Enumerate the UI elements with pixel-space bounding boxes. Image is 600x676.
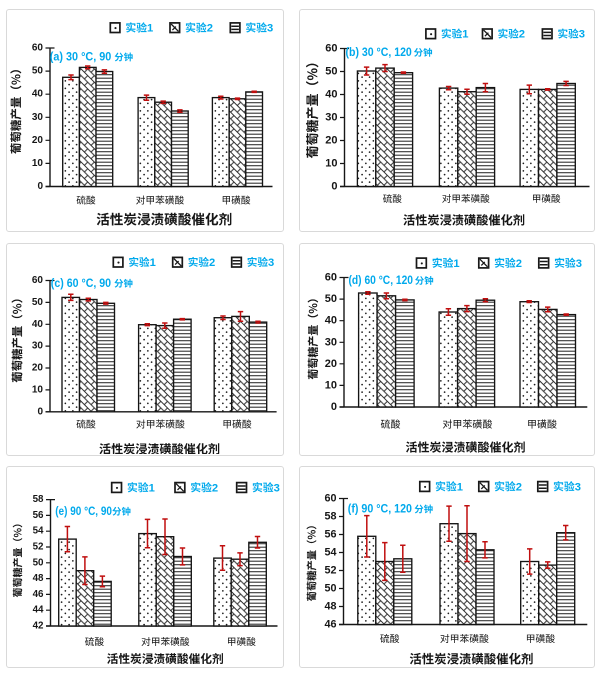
svg-text:30: 30 <box>32 111 44 122</box>
svg-text:1: 1 <box>453 257 459 269</box>
svg-text:3: 3 <box>574 481 580 493</box>
svg-text:1: 1 <box>147 22 153 34</box>
svg-text:2: 2 <box>212 482 218 494</box>
svg-text:50: 50 <box>32 65 44 76</box>
svg-text:3: 3 <box>274 482 280 494</box>
svg-text:10: 10 <box>325 157 337 169</box>
svg-text:10: 10 <box>32 384 44 395</box>
svg-text:20: 20 <box>32 134 44 145</box>
svg-text:60: 60 <box>32 42 44 53</box>
svg-text:48: 48 <box>33 573 44 584</box>
svg-text:(f) 90 °C, 120: (f) 90 °C, 120 <box>347 501 412 515</box>
svg-text:30: 30 <box>324 336 336 348</box>
svg-text:2: 2 <box>209 257 215 269</box>
svg-text:58: 58 <box>33 494 44 505</box>
svg-text:20: 20 <box>324 357 336 369</box>
svg-text:(d) 60 °C, 120: (d) 60 °C, 120 <box>348 273 413 287</box>
svg-text:2: 2 <box>515 481 521 493</box>
svg-text:54: 54 <box>324 546 336 558</box>
svg-text:40: 40 <box>325 88 337 100</box>
svg-text:50: 50 <box>33 557 44 568</box>
svg-text:44: 44 <box>33 604 44 615</box>
svg-text:52: 52 <box>33 541 44 552</box>
svg-text:54: 54 <box>33 525 44 536</box>
svg-text:20: 20 <box>325 134 337 146</box>
svg-text:3: 3 <box>267 22 273 34</box>
svg-text:(e) 90 °C, 90: (e) 90 °C, 90 <box>55 504 112 517</box>
svg-text:50: 50 <box>32 296 44 307</box>
svg-text:10: 10 <box>32 157 44 168</box>
svg-text:0: 0 <box>37 406 43 417</box>
svg-text:50: 50 <box>324 582 336 594</box>
svg-text:50: 50 <box>324 293 336 305</box>
svg-text:40: 40 <box>32 88 44 99</box>
svg-text:2: 2 <box>207 22 213 34</box>
svg-text:46: 46 <box>324 618 336 630</box>
svg-text:1: 1 <box>456 481 462 493</box>
svg-text:60: 60 <box>324 492 336 504</box>
svg-text:30: 30 <box>32 340 44 351</box>
svg-text:3: 3 <box>268 257 274 269</box>
svg-text:0: 0 <box>331 180 337 192</box>
svg-text:2: 2 <box>515 257 521 269</box>
svg-text:0: 0 <box>37 181 43 192</box>
svg-text:58: 58 <box>324 510 336 522</box>
svg-text:(b) 30 °C, 120: (b) 30 °C, 120 <box>345 44 412 58</box>
svg-text:46: 46 <box>33 588 44 599</box>
svg-text:3: 3 <box>575 257 581 269</box>
svg-text:56: 56 <box>324 528 336 540</box>
svg-text:1: 1 <box>150 257 156 269</box>
svg-text:(a) 30 °C, 90: (a) 30 °C, 90 <box>50 49 112 63</box>
svg-text:1: 1 <box>149 482 155 494</box>
svg-text:60: 60 <box>325 42 337 54</box>
svg-text:3: 3 <box>578 28 584 40</box>
svg-text:(c) 60 °C, 90: (c) 60 °C, 90 <box>51 275 112 289</box>
svg-text:1: 1 <box>462 28 468 40</box>
svg-text:0: 0 <box>330 401 336 413</box>
svg-text:40: 40 <box>324 314 336 326</box>
svg-text:2: 2 <box>518 28 524 40</box>
svg-text:56: 56 <box>33 509 44 520</box>
svg-text:50: 50 <box>325 65 337 77</box>
svg-text:20: 20 <box>32 362 44 373</box>
svg-text:42: 42 <box>33 620 44 631</box>
svg-text:60: 60 <box>32 275 44 286</box>
svg-text:52: 52 <box>324 564 336 576</box>
svg-text:40: 40 <box>32 318 44 329</box>
svg-text:48: 48 <box>324 600 336 612</box>
svg-text:60: 60 <box>324 271 336 283</box>
svg-text:30: 30 <box>325 111 337 123</box>
svg-text:10: 10 <box>324 379 336 391</box>
